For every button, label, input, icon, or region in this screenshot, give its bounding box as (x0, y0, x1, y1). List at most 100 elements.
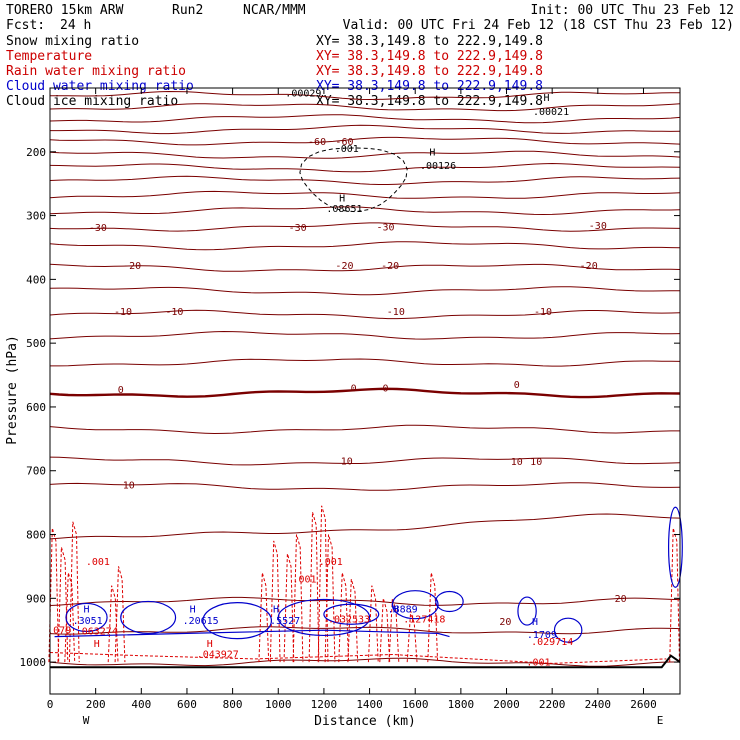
cloud-water-contour (202, 602, 273, 640)
field-label-cloud-ice: Cloud ice mixing ratio (6, 94, 178, 109)
temperature-contour-line (49, 657, 680, 667)
temperature-contour-line (49, 150, 681, 159)
contour-annotation-cloud: H (190, 604, 196, 615)
y-tick-label: 1000 (20, 656, 47, 669)
rain-contour-line (107, 585, 119, 663)
rain-contour-line (258, 572, 270, 663)
field-xy-rain: XY= 38.3,149.8 to 222.9,149.8 (316, 64, 543, 79)
contour-annotation-snow: H (339, 194, 345, 205)
x-tick-label: 2000 (493, 698, 520, 711)
temperature-contour-line (49, 190, 681, 199)
contour-annotation-temp: -10 (387, 307, 405, 318)
contour-annotation-temp: -30 (289, 223, 307, 234)
contour-annotation-temp: -20 (580, 261, 598, 272)
contour-annotation-temp: -30 (377, 222, 395, 233)
rain-contour-line (388, 598, 400, 663)
contour-annotation-temp: 10 (511, 457, 523, 468)
contour-annotation-cloud: H (393, 604, 399, 615)
field-label-snow: Snow mixing ratio (6, 34, 139, 49)
contour-annotation-temp: 0 (118, 385, 124, 396)
cloud-water-contour (553, 617, 583, 643)
temperature-contour-line (49, 114, 681, 124)
contour-annotation-rain: H (94, 639, 100, 650)
contour-annotation-temp: 0 (383, 384, 389, 395)
contour-annotation-temp: -20 (381, 261, 399, 272)
field-xy-temperature: XY= 38.3,149.8 to 222.9,149.8 (316, 49, 543, 64)
temperature-contour-line (49, 424, 680, 435)
contour-annotation-temp: -10 (114, 307, 132, 318)
contour-annotation-temp: -20 (335, 261, 353, 272)
model-title: TORERO 15km ARW (6, 3, 124, 18)
contour-annotation-snow: H (429, 148, 435, 159)
rain-contour-line (114, 566, 126, 663)
x-tick-label: 800 (223, 698, 243, 711)
rain-contour-line (68, 521, 80, 663)
contour-annotation-temp: -60 (335, 137, 353, 148)
contour-annotation-temp: -10 (165, 307, 183, 318)
x-tick-label: 1600 (402, 698, 429, 711)
y-tick-label: 700 (26, 465, 46, 478)
cloud-water-contour (323, 603, 380, 625)
contour-annotation-cloud: .5527 (270, 616, 300, 627)
temperature-contour-line (50, 124, 681, 135)
contour-annotation-rain: .043927 (197, 650, 239, 661)
temperature-contour-line (49, 103, 681, 112)
x-tick-label: 2600 (630, 698, 657, 711)
temperature-contour-line (49, 222, 681, 232)
y-tick-label: 400 (26, 273, 46, 286)
cloud-water-contour (435, 590, 464, 613)
snow-contours (299, 147, 408, 213)
contour-annotation-temp: -60 (308, 137, 326, 148)
field-xy-snow: XY= 38.3,149.8 to 222.9,149.8 (316, 34, 543, 49)
cloud-water-contour (65, 602, 108, 633)
cloud-water-contour (517, 596, 537, 626)
x-tick-label: 1200 (311, 698, 338, 711)
contour-annotation-temp: -10 (534, 307, 552, 318)
temperature-contour-line (49, 482, 681, 491)
contour-annotation-cloud: H (532, 617, 538, 628)
y-tick-label: 900 (26, 592, 46, 605)
rain-contour-line (49, 652, 667, 664)
terrain (50, 654, 681, 669)
rain-contour-line (406, 610, 418, 663)
contour-annotation-temp: 0 (514, 380, 520, 391)
y-tick-label: 600 (26, 401, 46, 414)
x-tick-label: 600 (177, 698, 197, 711)
terrain-line (50, 654, 681, 669)
contour-annotation-temp: 10 (123, 481, 135, 492)
x-tick-label: 400 (131, 698, 151, 711)
rain-contour-line (669, 527, 680, 663)
cloud-water-contour (667, 506, 683, 588)
contour-annotation-temp: -20 (123, 261, 141, 272)
rain-contour-line (379, 598, 391, 663)
contour-annotation-rain: .127418 (403, 615, 445, 626)
fcst-value: 24 h (60, 18, 91, 33)
contour-annotation-temp: 0 (351, 384, 357, 395)
temperature-contour-line (49, 162, 681, 173)
rain-contour-line (292, 534, 304, 663)
temperature-contour-line (49, 309, 681, 320)
rain-contour-line (57, 547, 69, 663)
contour-annotation-cloud: .8889 (388, 604, 418, 615)
temperature-contour-line (50, 90, 681, 101)
temperature-contour-line (49, 387, 681, 399)
contour-annotation-snow: .00126 (420, 161, 456, 172)
contour-annotation-cloud: H (273, 604, 279, 615)
run-label: Run2 (172, 3, 203, 18)
rain-contour-line (427, 572, 439, 663)
x-tick-label: 2200 (539, 698, 566, 711)
contour-annotation-temp: 10 (530, 457, 542, 468)
contour-annotation-rain: .001 (292, 574, 316, 585)
cloud-water-contour (277, 598, 371, 637)
east-end-label: E (657, 714, 664, 727)
y-tick-label: 200 (26, 146, 46, 159)
plot-frame (49, 87, 681, 695)
contour-annotation-rain: .001 (319, 557, 343, 568)
x-tick-label: 0 (47, 698, 54, 711)
contour-annotation-rain: .001 (526, 657, 550, 668)
contour-annotation-snow: .08651 (326, 204, 362, 215)
contour-annotation-rain: .032533 (328, 615, 370, 626)
rain-contour-line (324, 534, 336, 663)
